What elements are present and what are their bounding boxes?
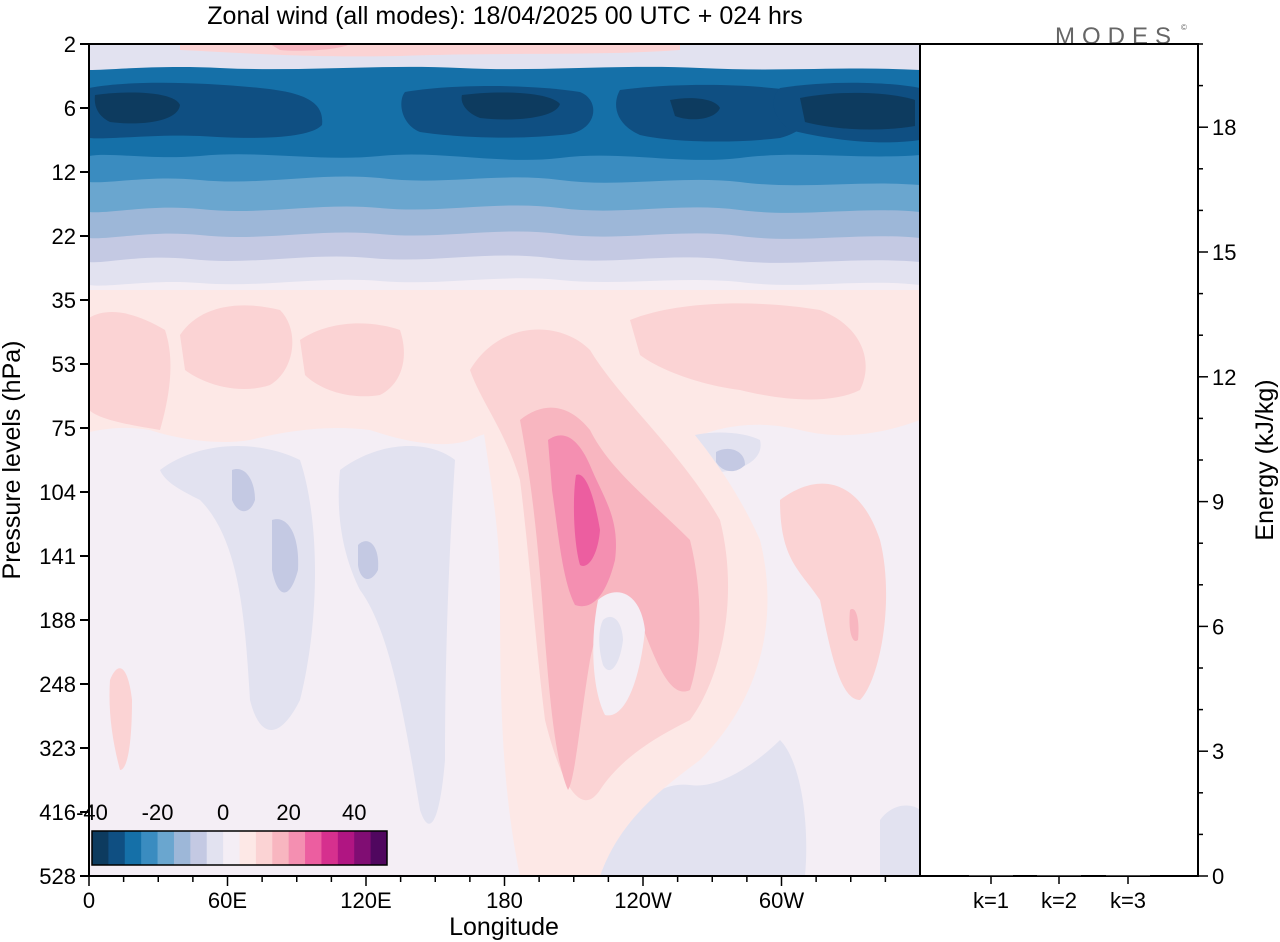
jet-core: [573, 474, 600, 566]
energy-y-tick-label: 12: [1212, 365, 1236, 390]
easterly-tongue-3: [600, 740, 807, 876]
y-tick-label: 6: [64, 96, 76, 121]
colorbar-swatch: [272, 831, 290, 865]
y-tick-label: 35: [52, 288, 76, 313]
y-tick-label: 22: [52, 224, 76, 249]
easterly-core-mid-2: [272, 519, 299, 593]
y-tick-label: 12: [52, 160, 76, 185]
energy-y-tick-label: 0: [1212, 864, 1224, 889]
energy-y-tick-label: 3: [1212, 739, 1224, 764]
energy-y-axis: 0 3 6 9 12 15 18: [1198, 43, 1236, 889]
energy-bars: [969, 875, 1150, 876]
colorbar-swatch: [141, 831, 159, 865]
y-tick-label: 141: [39, 544, 76, 569]
westerly-blob-left: [109, 668, 132, 770]
x-axis-label: Longitude: [449, 913, 559, 941]
x-tick-label: 0: [83, 888, 95, 913]
energy-y-axis-label: Energy (kJ/kg): [1251, 379, 1279, 540]
westerly-spot: [849, 609, 859, 641]
easterly-core-mid-3: [358, 541, 379, 580]
colorbar-swatch: [92, 831, 109, 865]
x-tick-label: 120E: [340, 888, 391, 913]
energy-bar: [1037, 875, 1081, 876]
easterly-tongue-2: [338, 446, 455, 824]
top-westerly-sliver-3: [270, 44, 350, 51]
y-tick-label: 2: [64, 32, 76, 57]
colorbar-label: -20: [142, 800, 174, 825]
colorbar-swatch: [337, 831, 355, 865]
jet-inner-easterly-core: [599, 616, 623, 671]
y-tick-label: 53: [52, 352, 76, 377]
colorbar-swatch: [370, 831, 388, 865]
energy-bar: [1106, 875, 1150, 876]
energy-y-tick-label: 18: [1212, 115, 1236, 140]
energy-category-label: k=3: [1110, 888, 1146, 913]
energy-x-axis: k=1 k=2 k=3: [973, 876, 1146, 913]
x-axis-longitude: 0 60E 120E 180 120W 60W: [83, 876, 887, 913]
colorbar-swatch: [173, 831, 191, 865]
y-tick-label: 104: [39, 480, 76, 505]
energy-category-label: k=2: [1041, 888, 1077, 913]
colorbar-swatch: [305, 831, 322, 865]
colorbar-swatch: [255, 831, 273, 865]
colorbar-swatch: [239, 831, 257, 865]
colorbar-swatch: [223, 831, 240, 865]
logo-copyright-mark: ©: [1181, 23, 1187, 32]
easterly-core-mid-4: [716, 448, 745, 472]
energy-bar: [969, 875, 1013, 876]
easterly-core-dark-4: [800, 92, 915, 130]
colorbar-labels: -40 -20 0 20 40: [76, 800, 366, 825]
y-tick-label: 188: [39, 608, 76, 633]
colorbar-swatches: [92, 831, 388, 865]
energy-panel-frame: [919, 43, 1199, 877]
easterly-core-dark-3: [670, 98, 720, 120]
easterly-tongue-1: [160, 446, 315, 730]
easterly-tongue-4: [880, 805, 920, 876]
westerly-blob-right: [780, 483, 887, 700]
colorbar-swatch: [157, 831, 175, 865]
westerly-patch-left: [89, 311, 171, 430]
colorbar-label: 20: [276, 800, 300, 825]
easterly-core-mid-1: [232, 469, 255, 512]
colorbar-swatch: [190, 831, 208, 865]
x-tick-label: 60E: [208, 888, 247, 913]
y-axis-label: Pressure levels (hPa): [0, 341, 26, 580]
colorbar-swatch: [321, 831, 339, 865]
colorbar-swatch: [354, 831, 372, 865]
westerly-patch-c: [630, 303, 866, 400]
energy-y-tick-label: 15: [1212, 240, 1236, 265]
energy-y-tick-label: 9: [1212, 490, 1224, 515]
westerly-patch-a: [180, 305, 293, 390]
easterly-core-dark-1: [94, 92, 180, 124]
y-tick-label: 248: [39, 672, 76, 697]
colorbar-frame: [91, 830, 388, 866]
contour-plot: [89, 44, 920, 876]
chart-title: Zonal wind (all modes): 18/04/2025 00 UT…: [207, 2, 802, 30]
easterly-core-dark-2: [461, 92, 560, 120]
colorbar-swatch: [288, 831, 306, 865]
x-tick-label: 180: [486, 888, 523, 913]
westerly-patch-b: [300, 323, 404, 397]
y-tick-label: 528: [39, 864, 76, 889]
y-tick-label: 75: [52, 416, 76, 441]
x-tick-label: 120W: [614, 888, 672, 913]
colorbar-label: 0: [217, 800, 229, 825]
y-tick-label: 323: [39, 736, 76, 761]
energy-category-label: k=1: [973, 888, 1009, 913]
colorbar: -40 -20 0 20 40: [76, 800, 388, 866]
energy-bar-chart: 0 3 6 9 12 15 18 k=1 k=2 k=3 Energy (kJ/kg): [919, 43, 1279, 913]
x-tick-label: 60W: [759, 888, 804, 913]
y-tick-label: 416: [39, 800, 76, 825]
energy-y-tick-label: 6: [1212, 614, 1224, 639]
colorbar-swatch: [206, 831, 224, 865]
y-axis-pressure: 2 6 12 22 35 53 75 104 141 188 248 323 416 528: [39, 32, 89, 889]
colorbar-swatch: [124, 831, 142, 865]
colorbar-label: 40: [342, 800, 366, 825]
colorbar-swatch: [108, 831, 126, 865]
